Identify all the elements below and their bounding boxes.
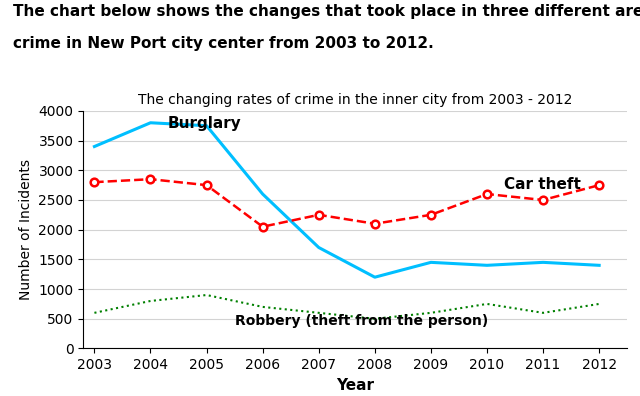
Text: Car theft: Car theft bbox=[504, 177, 580, 192]
Text: crime in New Port city center from 2003 to 2012.: crime in New Port city center from 2003 … bbox=[13, 36, 433, 51]
Y-axis label: Number of Incidents: Number of Incidents bbox=[19, 159, 33, 300]
Text: Burglary: Burglary bbox=[167, 116, 241, 131]
Text: Robbery (theft from the person): Robbery (theft from the person) bbox=[235, 314, 488, 328]
X-axis label: Year: Year bbox=[336, 378, 374, 393]
Text: The chart below shows the changes that took place in three different areas of: The chart below shows the changes that t… bbox=[13, 4, 640, 19]
Title: The changing rates of crime in the inner city from 2003 - 2012: The changing rates of crime in the inner… bbox=[138, 93, 572, 107]
